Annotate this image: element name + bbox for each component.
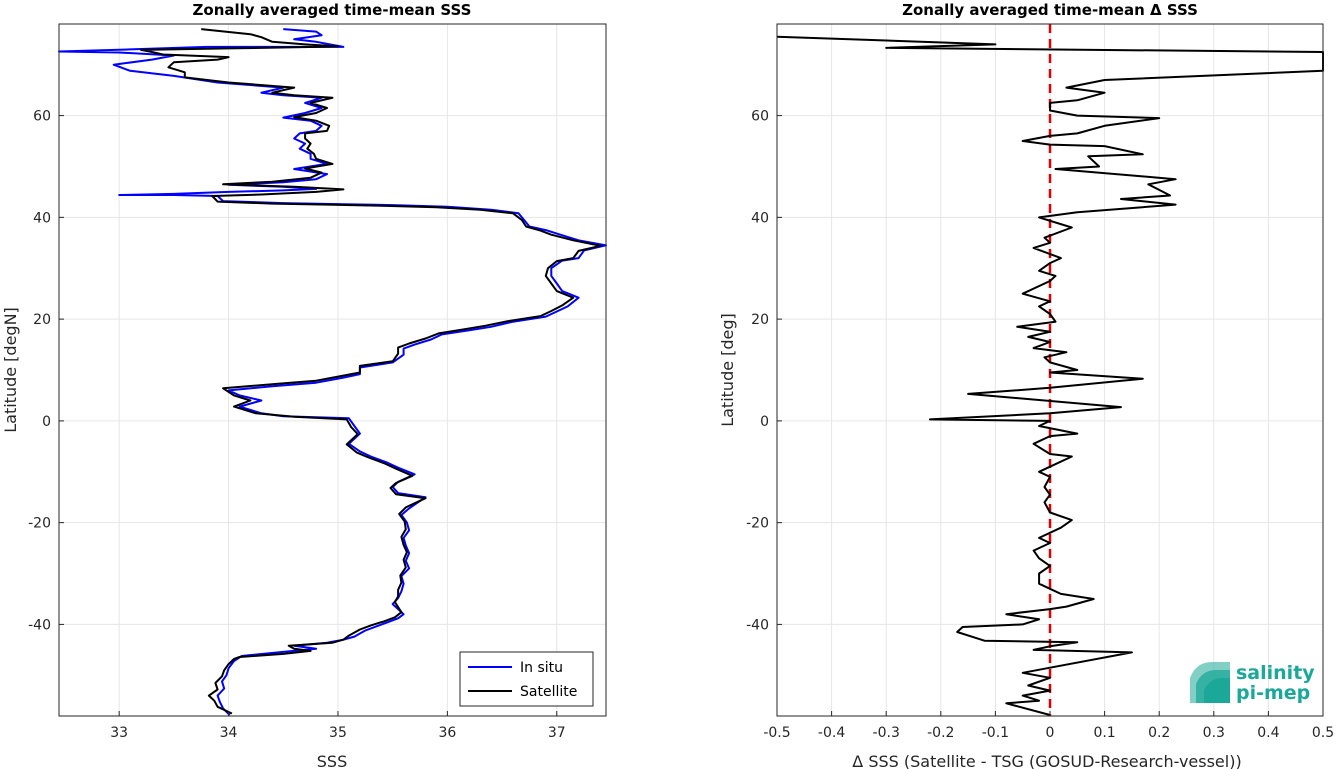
left-y-tick-label: 20 — [33, 312, 51, 328]
right-x-tick-label: 0.5 — [1312, 725, 1334, 741]
left-series-group — [58, 28, 607, 716]
right-x-tick-label: -0.3 — [873, 725, 900, 741]
right-y-tick-label: -20 — [746, 516, 769, 532]
legend-label-in-situ: In situ — [520, 660, 563, 676]
right-x-tick-label: -0.5 — [763, 725, 790, 741]
right-x-tick-label: -0.4 — [818, 725, 845, 741]
logo-text-salinity: salinity — [1236, 662, 1315, 684]
right-y-tick-label: 60 — [751, 109, 769, 125]
right-y-tick-label: 40 — [751, 210, 769, 226]
salinity-pi-mep-logo: salinity pi-mep — [1190, 662, 1315, 704]
left-y-tick-label: -20 — [28, 516, 51, 532]
right-series-group — [776, 35, 1324, 716]
left-y-axis-label: Latitude [degN] — [1, 307, 20, 433]
legend: In situ Satellite — [459, 651, 594, 707]
left-series-line-in-situ — [58, 28, 607, 716]
left-x-tick-label: 33 — [110, 725, 128, 741]
right-x-tick-label: 0.3 — [1203, 725, 1225, 741]
left-series-line-satellite — [140, 28, 602, 715]
right-x-axis-label: Δ SSS (Satellite - TSG (GOSUD-Research-v… — [852, 752, 1241, 769]
right-x-tick-label: 0.2 — [1148, 725, 1170, 741]
left-x-tick-label: 34 — [220, 725, 238, 741]
right-chart-panel: -0.5 -0.4 -0.3 -0.2 -0.1 0 0.1 0.2 0.3 0.4 0.5 -40… — [718, 1, 1334, 769]
right-y-ticks: -40 -20 0 20 40 60 — [746, 109, 782, 633]
left-x-tick-label: 37 — [548, 725, 566, 741]
left-grid — [59, 24, 606, 716]
right-x-tick-label: -0.2 — [927, 725, 954, 741]
right-x-tick-label: 0.1 — [1093, 725, 1115, 741]
right-chart-title: Zonally averaged time-mean Δ SSS — [902, 1, 1198, 19]
right-y-tick-label: 0 — [760, 414, 769, 430]
left-y-tick-label: 60 — [33, 109, 51, 125]
right-y-axis-label: Latitude [deg] — [718, 313, 737, 427]
right-y-tick-label: 20 — [751, 312, 769, 328]
right-x-ticks: -0.5 -0.4 -0.3 -0.2 -0.1 0 0.1 0.2 0.3 0.4 0.5 — [763, 711, 1334, 741]
legend-label-satellite: Satellite — [520, 684, 577, 700]
left-y-tick-label: 40 — [33, 210, 51, 226]
right-series-line-series-0 — [776, 35, 1324, 716]
left-x-axis-label: SSS — [317, 752, 347, 769]
left-y-tick-label: -40 — [28, 617, 51, 633]
left-x-tick-label: 35 — [329, 725, 347, 741]
logo-text-pi-mep: pi-mep — [1236, 682, 1310, 704]
left-chart-panel: 33 34 35 36 37 -40 -20 0 20 40 60 Zonally average… — [1, 1, 607, 769]
left-x-ticks: 33 34 35 36 37 — [110, 711, 566, 741]
right-x-tick-label: 0 — [1046, 725, 1055, 741]
left-y-ticks: -40 -20 0 20 40 60 — [28, 109, 64, 633]
left-y-tick-label: 0 — [42, 414, 51, 430]
logo-wave-icon — [1190, 662, 1230, 703]
left-axes-box — [58, 23, 607, 717]
right-x-tick-label: 0.4 — [1257, 725, 1279, 741]
right-x-tick-label: -0.1 — [982, 725, 1009, 741]
left-x-tick-label: 36 — [438, 725, 456, 741]
legend-box — [459, 651, 594, 707]
left-chart-title: Zonally averaged time-mean SSS — [193, 1, 472, 19]
right-y-tick-label: -40 — [746, 617, 769, 633]
